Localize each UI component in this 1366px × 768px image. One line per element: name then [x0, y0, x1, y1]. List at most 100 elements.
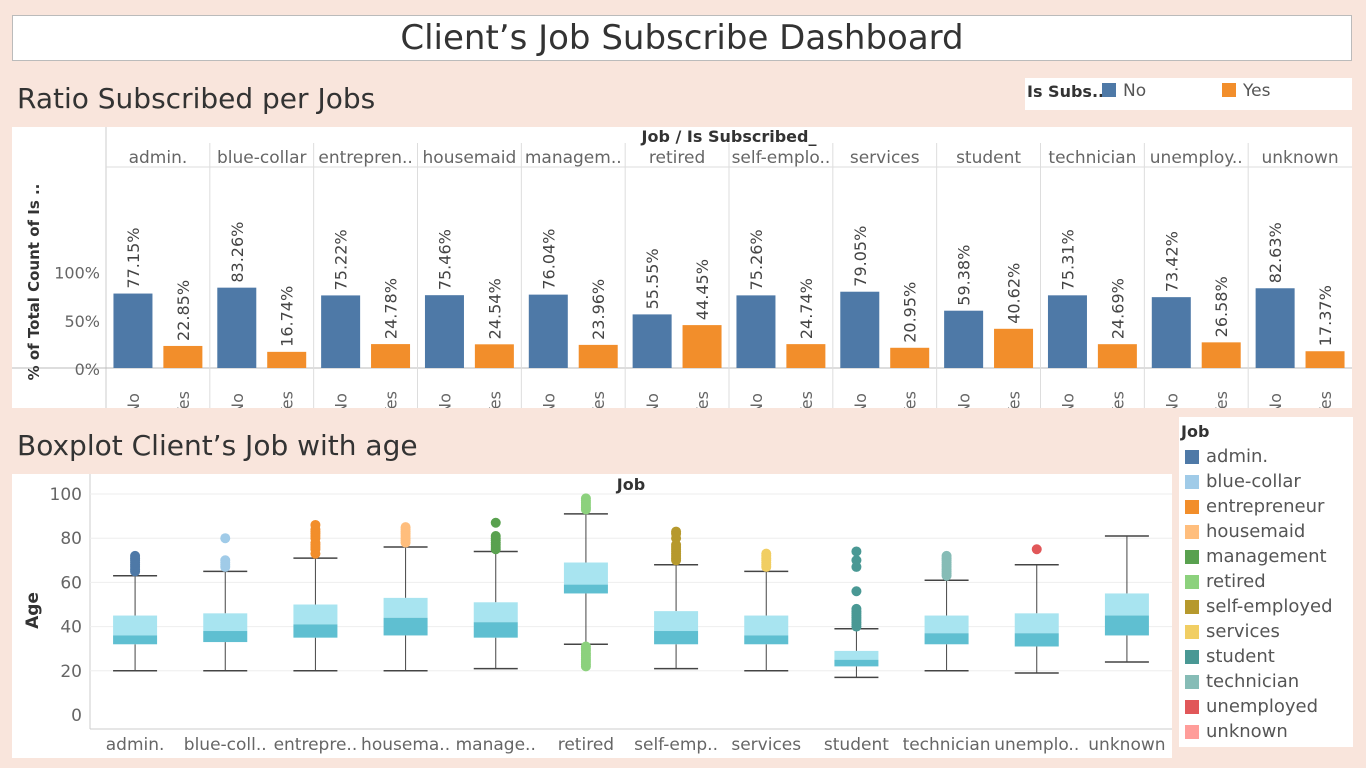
- box-upper-half: [473, 602, 518, 623]
- box-section-title: Boxplot Client’s Job with age: [17, 429, 418, 462]
- bar-no: [217, 287, 257, 368]
- bar-x-tick-label: No: [1058, 393, 1077, 408]
- bar-no: [424, 295, 464, 368]
- bar-yes: [1305, 351, 1345, 368]
- bar-no: [736, 295, 776, 368]
- bar-data-label: 75.46%: [435, 229, 454, 290]
- box-y-tick-label: 100: [50, 485, 82, 505]
- box-outlier-point: [851, 603, 862, 614]
- box-upper-half: [113, 615, 158, 636]
- job-legend-swatch: [1185, 475, 1199, 489]
- bar-no: [113, 293, 153, 368]
- bar-x-tick-label: Yes: [589, 391, 608, 408]
- box-outlier-point: [941, 550, 952, 561]
- box-lower-half: [563, 584, 608, 594]
- job-legend-label: blue-collar: [1206, 471, 1301, 492]
- boxplot-panel: Job Age 0 20 40 60 80 100 admin. blue-coll.. entre…: [12, 474, 1172, 758]
- job-legend-label: self-employed: [1206, 596, 1333, 617]
- bar-x-tick-label: No: [955, 393, 974, 408]
- box-outlier-point: [130, 550, 141, 561]
- bar-data-label: 77.15%: [124, 228, 143, 289]
- job-legend-label: unknown: [1206, 721, 1288, 742]
- bar-x-tick-label: No: [228, 393, 247, 408]
- bar-y-tick-label: 0%: [75, 360, 100, 379]
- box-upper-half: [834, 650, 879, 660]
- bar-no: [528, 294, 568, 368]
- box-x-tick-label: unknown: [1088, 735, 1165, 755]
- bar-no: [840, 291, 880, 368]
- bar-no: [632, 314, 672, 368]
- box-lower-half: [473, 622, 518, 638]
- box-outlier-point: [580, 493, 591, 504]
- bar-group-label: managem..: [525, 148, 622, 168]
- bar-yes: [786, 344, 826, 368]
- bar-group-label: technician: [1048, 148, 1136, 168]
- job-legend-label: unemployed: [1206, 696, 1319, 717]
- box-x-tick-label: self-emp..: [634, 735, 718, 755]
- box-lower-half: [293, 624, 338, 638]
- bar-yes: [371, 344, 411, 368]
- subscribed-legend[interactable]: Is Subs.. No Yes: [1025, 78, 1352, 110]
- box-y-tick-label: 60: [60, 573, 82, 593]
- box-x-tick-label: blue-coll..: [184, 735, 267, 755]
- bar-group-label: housemaid: [423, 148, 517, 168]
- box-x-tick-label: entrepre..: [274, 735, 358, 755]
- legend-swatch-yes: [1222, 83, 1236, 97]
- bar-data-label: 40.62%: [1005, 263, 1024, 324]
- job-legend[interactable]: Job admin. blue-collar entrepreneur housema…: [1179, 417, 1353, 747]
- box-outlier-point: [761, 548, 772, 559]
- job-legend-swatch: [1185, 550, 1199, 564]
- bar-data-label: 73.42%: [1162, 231, 1181, 292]
- bar-section-title: Ratio Subscribed per Jobs: [17, 82, 376, 115]
- job-legend-label: retired: [1206, 571, 1266, 592]
- job-legend-label: services: [1206, 621, 1280, 642]
- box-upper-half: [383, 597, 428, 618]
- box-y-tick-label: 20: [60, 662, 82, 682]
- bar-data-label: 24.54%: [485, 278, 504, 339]
- box-upper-half: [563, 562, 608, 585]
- bar-x-tick-label: No: [332, 393, 351, 408]
- box-y-tick-label: 0: [71, 706, 82, 726]
- bar-x-tick-label: No: [539, 393, 558, 408]
- box-y-tick-label: 80: [60, 529, 82, 549]
- bar-yes: [994, 328, 1034, 368]
- box-outlier-point: [851, 546, 862, 557]
- box-x-tick-label: student: [824, 735, 889, 755]
- bar-y-axis-label: % of Total Count of Is ..: [25, 184, 43, 381]
- box-x-tick-label: technician: [903, 735, 991, 755]
- job-legend-swatch: [1185, 500, 1199, 514]
- bar-no: [1255, 288, 1295, 368]
- bar-data-label: 55.55%: [643, 248, 662, 309]
- bar-x-tick-label: Yes: [485, 391, 504, 408]
- box-lower-half: [834, 659, 879, 667]
- box-x-tick-label: admin.: [106, 735, 165, 755]
- bar-data-label: 59.38%: [955, 245, 974, 306]
- job-legend-label: student: [1206, 646, 1275, 667]
- bar-y-tick-label: 100%: [54, 264, 100, 283]
- bar-data-label: 16.74%: [278, 286, 297, 347]
- bar-data-label: 83.26%: [228, 222, 247, 283]
- bar-chart-panel: Job / Is Subscribed_ % of Total Count of …: [12, 127, 1352, 418]
- bar-group-label: services: [850, 148, 920, 168]
- box-y-tick-label: 40: [60, 618, 82, 638]
- box-lower-half: [924, 633, 969, 645]
- box-outlier-point: [220, 533, 231, 544]
- box-x-tick-label: unemplo..: [994, 735, 1079, 755]
- job-legend-swatch: [1185, 625, 1199, 639]
- bar-no: [944, 310, 984, 368]
- bar-x-tick-label: Yes: [1212, 391, 1231, 408]
- job-legend-swatch: [1185, 700, 1199, 714]
- bar-no: [1151, 297, 1191, 368]
- box-upper-half: [654, 611, 699, 632]
- bar-yes: [1097, 344, 1137, 368]
- bar-x-tick-label: Yes: [1316, 391, 1335, 408]
- dashboard-title: Client’s Job Subscribe Dashboard: [400, 18, 964, 58]
- job-legend-swatch: [1185, 650, 1199, 664]
- bar-data-label: 44.45%: [693, 259, 712, 320]
- bar-data-label: 24.78%: [382, 278, 401, 339]
- box-upper-half: [1014, 613, 1059, 634]
- job-legend-swatch: [1185, 675, 1199, 689]
- bar-data-label: 82.63%: [1266, 222, 1285, 283]
- bar-no: [321, 295, 361, 368]
- job-legend-title: Job: [1181, 422, 1210, 441]
